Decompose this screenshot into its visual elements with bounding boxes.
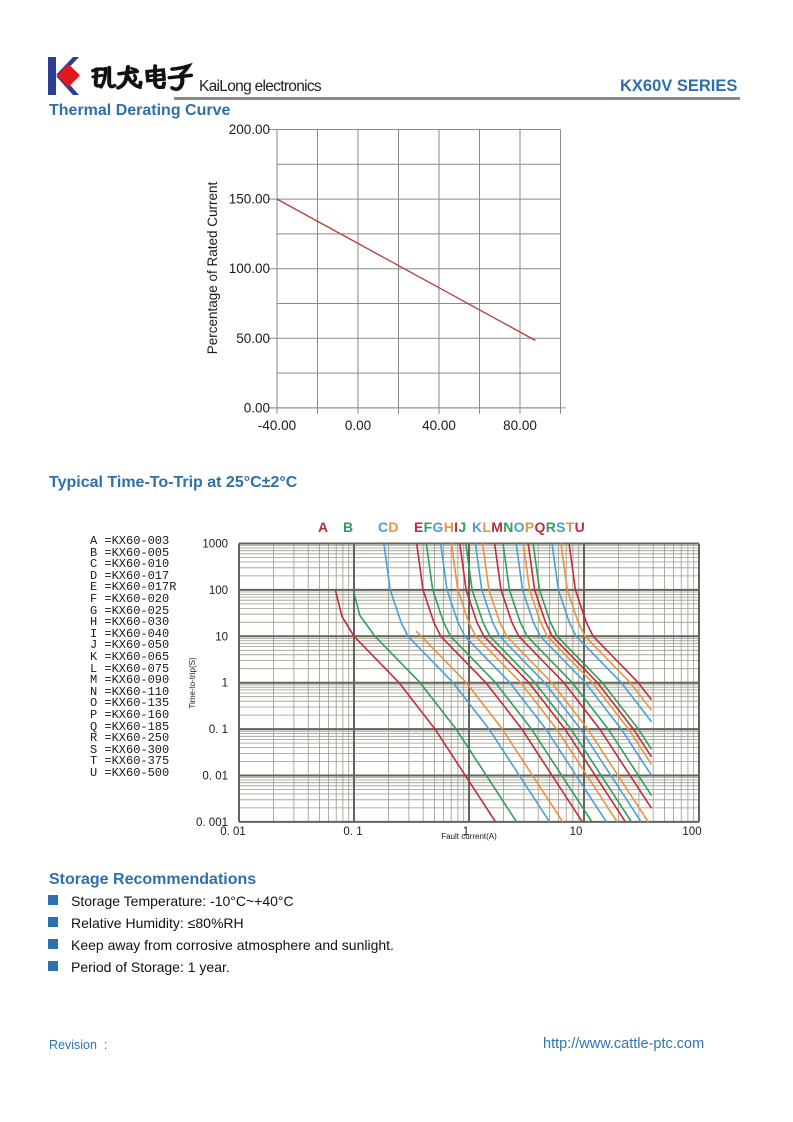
svg-text:0. 1: 0. 1 — [209, 724, 228, 736]
svg-text:Fault current(A): Fault current(A) — [441, 832, 497, 841]
svg-text:100: 100 — [682, 826, 701, 838]
svg-text:10: 10 — [570, 826, 583, 838]
svg-text:1: 1 — [222, 678, 228, 690]
svg-text:50.00: 50.00 — [236, 331, 270, 346]
svg-text:0. 01: 0. 01 — [202, 771, 228, 783]
svg-text:100: 100 — [209, 585, 228, 597]
svg-text:40.00: 40.00 — [422, 418, 456, 433]
svg-text:80.00: 80.00 — [503, 418, 537, 433]
svg-text:-40.00: -40.00 — [258, 418, 296, 433]
svg-text:200.00: 200.00 — [229, 122, 270, 137]
svg-text:10: 10 — [215, 631, 228, 643]
svg-text:0.00: 0.00 — [345, 418, 371, 433]
svg-text:0. 01: 0. 01 — [220, 826, 246, 838]
svg-text:0.00: 0.00 — [244, 400, 270, 415]
svg-text:1000: 1000 — [202, 539, 228, 551]
svg-text:0. 1: 0. 1 — [343, 826, 362, 838]
svg-text:150.00: 150.00 — [229, 192, 270, 207]
svg-text:Percentage of Rated Current: Percentage of Rated Current — [205, 181, 220, 354]
svg-text:0. 001: 0. 001 — [196, 817, 228, 829]
svg-text:100.00: 100.00 — [229, 261, 270, 276]
svg-text:Time-to-trip(S): Time-to-trip(S) — [188, 657, 197, 709]
svg-text:1: 1 — [463, 826, 469, 838]
